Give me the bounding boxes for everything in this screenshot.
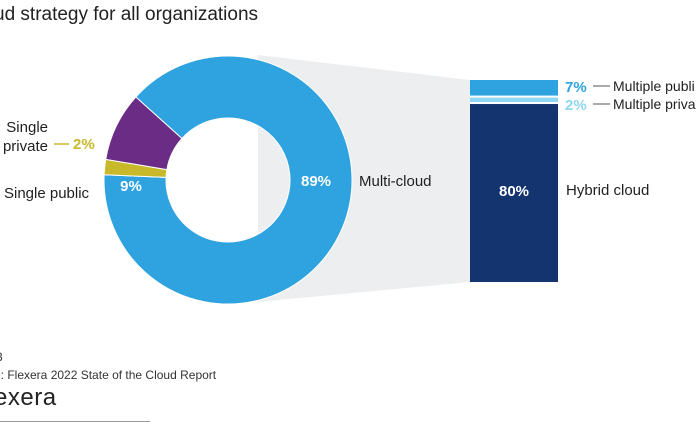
bar-label-multiple-public-value: 7% bbox=[565, 79, 587, 96]
donut-label-multi-cloud: Multi-cloud bbox=[359, 173, 432, 190]
divider bbox=[0, 421, 150, 422]
bar-segment-hybrid-cloud bbox=[470, 104, 558, 283]
source-note: e: Flexera 2022 State of the Cloud Repor… bbox=[0, 368, 217, 382]
bar-label-multiple-public: Multiple publi bbox=[613, 78, 695, 94]
donut-chart bbox=[103, 55, 353, 305]
donut-label-single-private-value: 2% bbox=[73, 136, 95, 153]
donut-slice-single-public bbox=[105, 96, 183, 171]
donut-slice-multi-cloud bbox=[103, 55, 353, 305]
bar-label-multiple-private: Multiple priva bbox=[613, 96, 696, 112]
bar-label-hybrid-cloud: Hybrid cloud bbox=[566, 182, 649, 199]
donut-label-single-private-line1: Single bbox=[6, 119, 48, 136]
bar-label-hybrid-cloud-value: 80% bbox=[499, 183, 529, 200]
stacked-bar bbox=[470, 80, 558, 283]
footnote: 3 bbox=[0, 350, 3, 364]
donut-label-single-private-line2: private bbox=[3, 138, 48, 155]
bar-label-multiple-private-value: 2% bbox=[565, 97, 587, 114]
flexera-logo: exera bbox=[0, 384, 57, 411]
chart-title: ud strategy for all organizations bbox=[0, 4, 259, 25]
bar-segment-multiple-publi bbox=[470, 80, 558, 96]
donut-label-single-public-value: 9% bbox=[120, 178, 142, 195]
bar-segment-multiple-priva bbox=[470, 97, 558, 103]
donut-label-multi-cloud-value: 89% bbox=[301, 173, 331, 190]
donut-label-single-public: Single public bbox=[4, 185, 90, 202]
